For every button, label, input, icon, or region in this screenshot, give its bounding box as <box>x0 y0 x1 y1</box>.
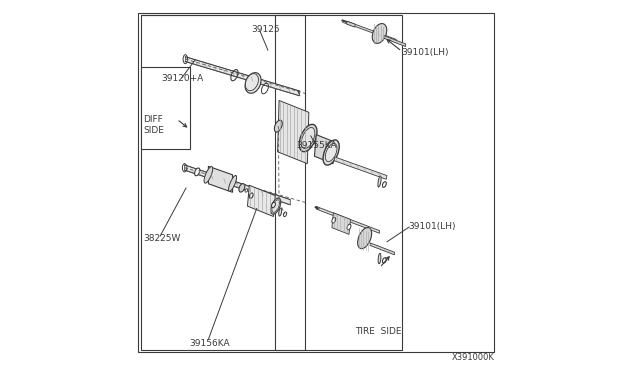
Ellipse shape <box>245 74 259 91</box>
Ellipse shape <box>332 217 336 223</box>
Text: DIFF: DIFF <box>143 115 163 124</box>
Polygon shape <box>209 166 232 192</box>
Ellipse shape <box>317 141 323 148</box>
Text: SIDE: SIDE <box>143 126 164 135</box>
Polygon shape <box>184 165 291 205</box>
Ellipse shape <box>271 202 275 208</box>
Text: 39101(LH): 39101(LH) <box>401 48 449 57</box>
Polygon shape <box>347 21 355 27</box>
Text: 39120+A: 39120+A <box>161 74 203 83</box>
Ellipse shape <box>358 228 372 248</box>
Bar <box>141 67 190 149</box>
Ellipse shape <box>195 168 200 176</box>
Ellipse shape <box>347 224 351 230</box>
Ellipse shape <box>284 212 287 217</box>
Ellipse shape <box>245 73 261 93</box>
Ellipse shape <box>300 124 317 152</box>
Ellipse shape <box>323 140 339 165</box>
Ellipse shape <box>279 208 282 216</box>
Ellipse shape <box>383 182 387 187</box>
Text: 39155KA: 39155KA <box>296 141 337 150</box>
Text: 39101(LH): 39101(LH) <box>408 222 455 231</box>
Ellipse shape <box>228 176 237 191</box>
Ellipse shape <box>301 128 315 148</box>
Polygon shape <box>278 100 309 164</box>
Polygon shape <box>248 185 275 217</box>
Ellipse shape <box>378 176 381 187</box>
Text: X391000K: X391000K <box>452 353 495 362</box>
Polygon shape <box>334 157 387 179</box>
Ellipse shape <box>383 258 387 263</box>
Polygon shape <box>314 135 335 164</box>
Polygon shape <box>348 22 396 42</box>
Ellipse shape <box>239 184 245 192</box>
Text: 39125: 39125 <box>251 25 280 33</box>
Polygon shape <box>141 15 305 350</box>
Ellipse shape <box>275 120 282 132</box>
Text: TIRE  SIDE: TIRE SIDE <box>355 327 402 336</box>
Ellipse shape <box>325 144 337 161</box>
Ellipse shape <box>250 193 253 198</box>
Polygon shape <box>275 15 402 350</box>
Text: 38225W: 38225W <box>143 234 180 243</box>
Polygon shape <box>384 36 406 46</box>
Ellipse shape <box>378 253 381 264</box>
Polygon shape <box>332 213 351 234</box>
Polygon shape <box>370 243 394 255</box>
Ellipse shape <box>372 23 387 44</box>
Ellipse shape <box>204 167 212 183</box>
Ellipse shape <box>272 200 280 212</box>
Text: 39156KA: 39156KA <box>189 339 230 348</box>
Ellipse shape <box>271 198 281 214</box>
Ellipse shape <box>245 189 248 192</box>
Polygon shape <box>186 57 300 96</box>
Polygon shape <box>316 206 380 233</box>
